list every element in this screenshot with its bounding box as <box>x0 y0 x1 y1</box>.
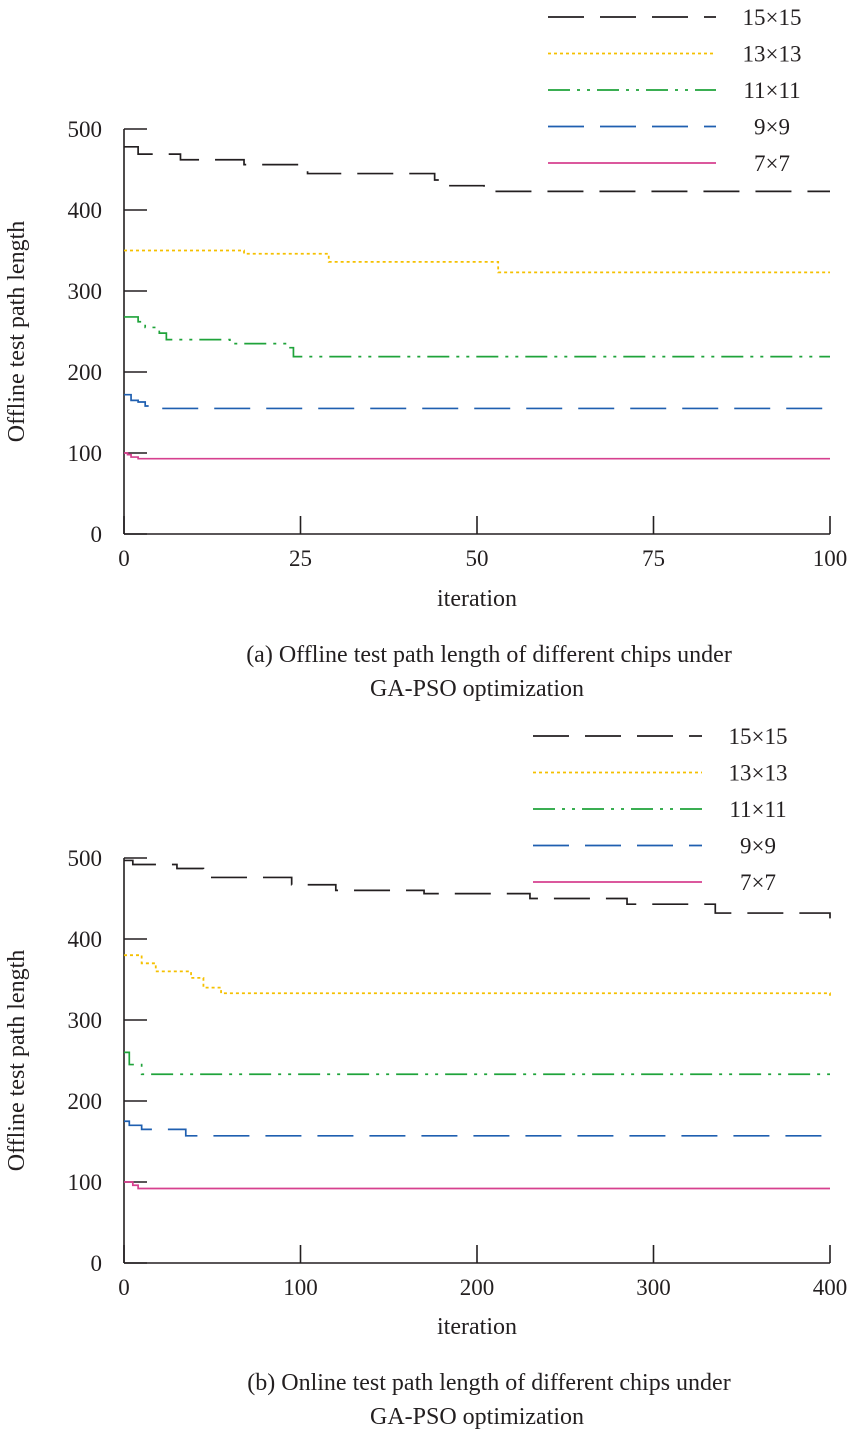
x-tick-label: 75 <box>642 546 665 571</box>
y-tick-label: 300 <box>68 1008 103 1033</box>
legend-label-11x11: 11×11 <box>729 797 786 822</box>
x-tick-label: 0 <box>118 1275 130 1300</box>
x-tick-label: 50 <box>466 546 489 571</box>
y-axis-label: Offline test path length <box>4 221 30 443</box>
y-tick-label: 0 <box>91 522 103 547</box>
legend-label-13x13: 13×13 <box>729 761 788 786</box>
y-tick-label: 0 <box>91 1251 103 1276</box>
y-tick-label: 100 <box>68 441 103 466</box>
y-tick-label: 400 <box>68 927 103 952</box>
figure-caption-line: GA-PSO optimization <box>370 1404 584 1430</box>
series-line-13x13 <box>124 249 830 274</box>
y-tick-label: 500 <box>68 846 103 871</box>
y-tick-label: 200 <box>68 360 103 385</box>
legend-label-7x7: 7×7 <box>740 870 776 895</box>
y-tick-label: 500 <box>68 117 103 142</box>
x-axis-label: iteration <box>437 1314 517 1340</box>
legend-label-7x7: 7×7 <box>754 151 790 176</box>
y-tick-label: 200 <box>68 1089 103 1114</box>
legend-label-9x9: 9×9 <box>740 834 776 859</box>
x-tick-label: 100 <box>283 1275 318 1300</box>
series-line-11x11 <box>124 316 830 358</box>
y-tick-label: 400 <box>68 198 103 223</box>
y-axis-label: Offline test path length <box>4 950 30 1172</box>
series-line-9x9 <box>124 393 830 410</box>
series-line-15x15 <box>124 859 831 921</box>
x-axis-label: iteration <box>437 586 517 612</box>
x-tick-label: 300 <box>636 1275 671 1300</box>
panel-a-chart: 0 100 200 300 400 500 0 25 50 75 100 iteration Offli… <box>4 5 847 702</box>
figure-caption-line: (a) Offline test path length of differen… <box>246 642 732 668</box>
series-line-11x11 <box>124 1051 830 1076</box>
x-tick-label: 100 <box>813 546 848 571</box>
y-tick-label: 100 <box>68 1170 103 1195</box>
figure-caption-line: GA-PSO optimization <box>370 676 584 702</box>
panel-b-chart: 0 100 200 300 400 500 0 100 200 300 400 iteration Of… <box>4 724 847 1430</box>
figure-caption-line: (b) Online test path length of different… <box>247 1370 730 1396</box>
legend-label-11x11: 11×11 <box>743 78 800 103</box>
legend-label-13x13: 13×13 <box>743 42 802 67</box>
series-line-9x9 <box>124 1120 830 1137</box>
series-line-7x7 <box>124 452 830 460</box>
x-tick-label: 25 <box>289 546 312 571</box>
series-line-13x13 <box>124 954 831 996</box>
x-tick-label: 200 <box>460 1275 495 1300</box>
legend-label-9x9: 9×9 <box>754 115 790 140</box>
x-tick-label: 400 <box>813 1275 848 1300</box>
legend-label-15x15: 15×15 <box>729 724 788 749</box>
series-line-15x15 <box>124 145 830 193</box>
legend-label-15x15: 15×15 <box>743 5 802 30</box>
series-line-7x7 <box>124 1181 830 1190</box>
x-tick-label: 0 <box>118 546 130 571</box>
y-tick-label: 300 <box>68 279 103 304</box>
